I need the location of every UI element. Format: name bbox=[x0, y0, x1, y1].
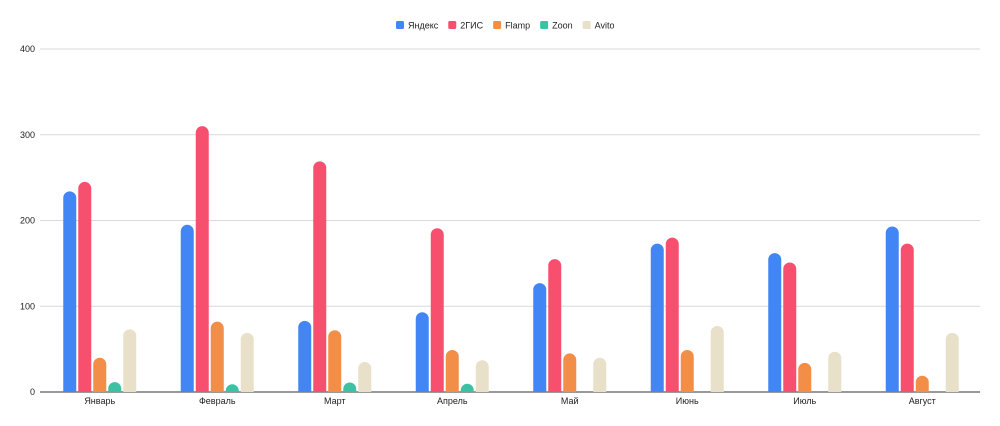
bar-Яндекс-Март bbox=[298, 320, 312, 392]
bar-Avito-Июль bbox=[828, 351, 842, 392]
bar-Яндекс-Май bbox=[533, 283, 547, 392]
bar-2ГИС-Август bbox=[900, 243, 914, 392]
y-tick-label: 200 bbox=[20, 216, 35, 226]
bar-2ГИС-Январь bbox=[78, 181, 92, 392]
x-tick-label: Январь bbox=[84, 396, 115, 406]
legend-label: 2ГИС bbox=[460, 21, 483, 31]
bar-2ГИС-Февраль bbox=[195, 126, 209, 393]
bar-Avito-Апрель bbox=[475, 360, 489, 392]
bar-Яндекс-Август bbox=[885, 226, 899, 392]
legend: Яндекс 2ГИС Flamp Zoon Avito bbox=[396, 21, 615, 31]
bar-2ГИС-Июль bbox=[783, 262, 797, 392]
bar-Avito-Февраль bbox=[240, 332, 254, 392]
bar-Яндекс-Январь bbox=[63, 191, 77, 392]
bar-Avito-Март bbox=[358, 361, 372, 392]
x-tick-label: Май bbox=[561, 396, 579, 406]
bars bbox=[63, 126, 959, 393]
x-tick-label: Август bbox=[909, 396, 936, 406]
legend-swatch bbox=[582, 21, 591, 29]
x-axis-ticks: Январь Февраль Март Апрель Май Июнь Июль Август bbox=[84, 396, 935, 406]
legend-swatch bbox=[493, 21, 502, 29]
bar-Flamp-Апрель bbox=[445, 349, 459, 392]
x-tick-label: Июнь bbox=[676, 396, 699, 406]
bar-Яндекс-Февраль bbox=[180, 224, 194, 392]
x-tick-label: Март bbox=[324, 396, 346, 406]
bar-Flamp-Май bbox=[563, 353, 577, 392]
y-tick-label: 0 bbox=[30, 387, 35, 397]
bar-Flamp-Январь bbox=[93, 357, 107, 392]
legend-label: Avito bbox=[595, 21, 615, 31]
bar-Zoon-Март bbox=[343, 382, 357, 392]
bar-Zoon-Апрель bbox=[460, 383, 474, 392]
y-tick-label: 300 bbox=[20, 130, 35, 140]
bar-2ГИС-Май bbox=[548, 259, 562, 392]
y-tick-label: 400 bbox=[20, 44, 35, 54]
bar-Avito-Июнь bbox=[710, 325, 724, 392]
legend-swatch bbox=[448, 21, 457, 29]
legend-label: Яндекс bbox=[408, 21, 439, 31]
bar-Flamp-Август bbox=[915, 375, 929, 392]
legend-label: Zoon bbox=[552, 21, 573, 31]
x-tick-label: Февраль bbox=[199, 396, 236, 406]
bar-Flamp-Февраль bbox=[210, 321, 224, 392]
bar-Flamp-Июль bbox=[798, 362, 812, 392]
x-tick-label: Июль bbox=[793, 396, 816, 406]
bar-Zoon-Февраль bbox=[225, 384, 239, 392]
bar-Avito-Август bbox=[945, 332, 959, 392]
legend-label: Flamp bbox=[505, 21, 530, 31]
y-axis-ticks: 0 100 200 300 400 bbox=[20, 44, 35, 397]
legend-swatch bbox=[396, 21, 404, 29]
bar-Яндекс-Июль bbox=[768, 253, 782, 392]
legend-swatch bbox=[540, 21, 549, 29]
bar-Flamp-Март bbox=[328, 330, 342, 392]
bar-Zoon-Январь bbox=[108, 382, 122, 392]
bar-Avito-Январь bbox=[123, 329, 137, 392]
bar-2ГИС-Апрель bbox=[430, 228, 444, 392]
bar-2ГИС-Март bbox=[313, 161, 327, 392]
bar-Avito-Май bbox=[593, 357, 607, 392]
x-tick-label: Апрель bbox=[437, 396, 468, 406]
bar-Flamp-Июнь bbox=[680, 349, 694, 392]
y-tick-label: 100 bbox=[20, 301, 35, 311]
bar-Яндекс-Апрель bbox=[415, 312, 429, 392]
bar-2ГИС-Июнь bbox=[665, 237, 679, 392]
bar-Яндекс-Июнь bbox=[650, 243, 664, 392]
